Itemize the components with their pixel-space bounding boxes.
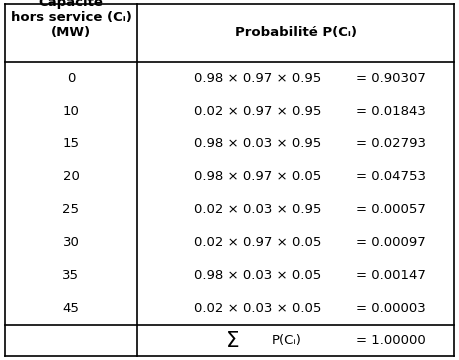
Text: 20: 20 bbox=[62, 170, 79, 183]
Text: hors service (Cᵢ): hors service (Cᵢ) bbox=[11, 11, 131, 24]
Text: = 0.04753: = 0.04753 bbox=[356, 170, 426, 183]
Text: = 0.01843: = 0.01843 bbox=[356, 105, 426, 118]
Text: 0.98 × 0.97 × 0.05: 0.98 × 0.97 × 0.05 bbox=[194, 170, 321, 183]
Text: 10: 10 bbox=[62, 105, 79, 118]
Text: 0: 0 bbox=[67, 72, 75, 85]
Text: = 0.00003: = 0.00003 bbox=[356, 302, 426, 315]
Text: 0.98 × 0.97 × 0.95: 0.98 × 0.97 × 0.95 bbox=[194, 72, 321, 85]
Text: P(Cᵢ): P(Cᵢ) bbox=[272, 334, 302, 347]
Text: 45: 45 bbox=[62, 302, 79, 315]
Text: = 0.00097: = 0.00097 bbox=[356, 236, 426, 249]
Text: $\Sigma$: $\Sigma$ bbox=[225, 330, 240, 351]
Text: Capacité: Capacité bbox=[39, 0, 103, 9]
Text: = 0.00057: = 0.00057 bbox=[356, 203, 426, 216]
Text: 0.98 × 0.03 × 0.05: 0.98 × 0.03 × 0.05 bbox=[194, 269, 321, 282]
Text: 0.02 × 0.97 × 0.95: 0.02 × 0.97 × 0.95 bbox=[194, 105, 321, 118]
Text: 15: 15 bbox=[62, 138, 79, 150]
Text: = 0.00147: = 0.00147 bbox=[356, 269, 426, 282]
Text: = 0.02793: = 0.02793 bbox=[356, 138, 426, 150]
Text: 35: 35 bbox=[62, 269, 79, 282]
Text: Probabilité P(Cᵢ): Probabilité P(Cᵢ) bbox=[235, 26, 357, 39]
Text: = 0.90307: = 0.90307 bbox=[356, 72, 426, 85]
Text: 25: 25 bbox=[62, 203, 79, 216]
Text: 0.98 × 0.03 × 0.95: 0.98 × 0.03 × 0.95 bbox=[194, 138, 321, 150]
Text: 0.02 × 0.03 × 0.05: 0.02 × 0.03 × 0.05 bbox=[194, 302, 321, 315]
Text: = 1.00000: = 1.00000 bbox=[356, 334, 426, 347]
Text: 30: 30 bbox=[62, 236, 79, 249]
Text: 0.02 × 0.03 × 0.95: 0.02 × 0.03 × 0.95 bbox=[194, 203, 321, 216]
Text: 0.02 × 0.97 × 0.05: 0.02 × 0.97 × 0.05 bbox=[194, 236, 321, 249]
Text: (MW): (MW) bbox=[51, 26, 91, 39]
